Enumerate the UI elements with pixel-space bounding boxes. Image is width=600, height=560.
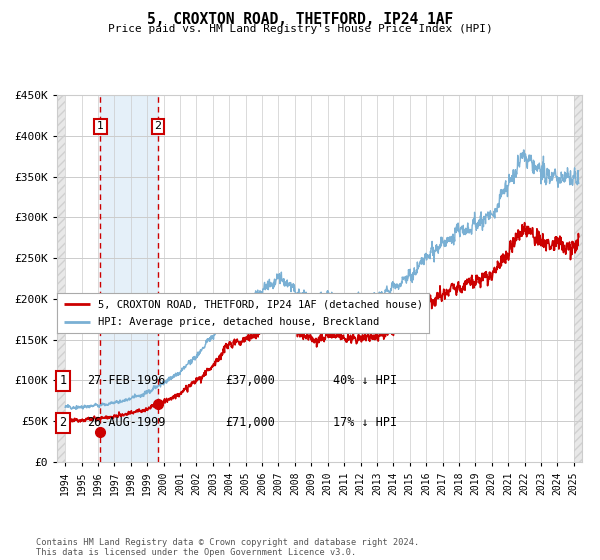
Text: Contains HM Land Registry data © Crown copyright and database right 2024.
This d: Contains HM Land Registry data © Crown c…: [36, 538, 419, 557]
Text: Price paid vs. HM Land Registry's House Price Index (HPI): Price paid vs. HM Land Registry's House …: [107, 24, 493, 34]
Text: £37,000: £37,000: [225, 374, 275, 388]
Text: 26-AUG-1999: 26-AUG-1999: [87, 416, 166, 430]
Text: 5, CROXTON ROAD, THETFORD, IP24 1AF (detached house): 5, CROXTON ROAD, THETFORD, IP24 1AF (det…: [98, 299, 423, 309]
Bar: [574, 95, 582, 462]
Text: £71,000: £71,000: [225, 416, 275, 430]
Text: 2: 2: [59, 416, 67, 430]
Text: 5, CROXTON ROAD, THETFORD, IP24 1AF: 5, CROXTON ROAD, THETFORD, IP24 1AF: [147, 12, 453, 27]
Text: 2: 2: [154, 122, 161, 132]
Text: 1: 1: [59, 374, 67, 388]
Bar: [57, 95, 65, 462]
Bar: [100, 95, 158, 462]
Text: 1: 1: [97, 122, 104, 132]
Text: 40% ↓ HPI: 40% ↓ HPI: [333, 374, 397, 388]
Text: 17% ↓ HPI: 17% ↓ HPI: [333, 416, 397, 430]
Text: 27-FEB-1996: 27-FEB-1996: [87, 374, 166, 388]
Text: HPI: Average price, detached house, Breckland: HPI: Average price, detached house, Brec…: [98, 317, 379, 327]
